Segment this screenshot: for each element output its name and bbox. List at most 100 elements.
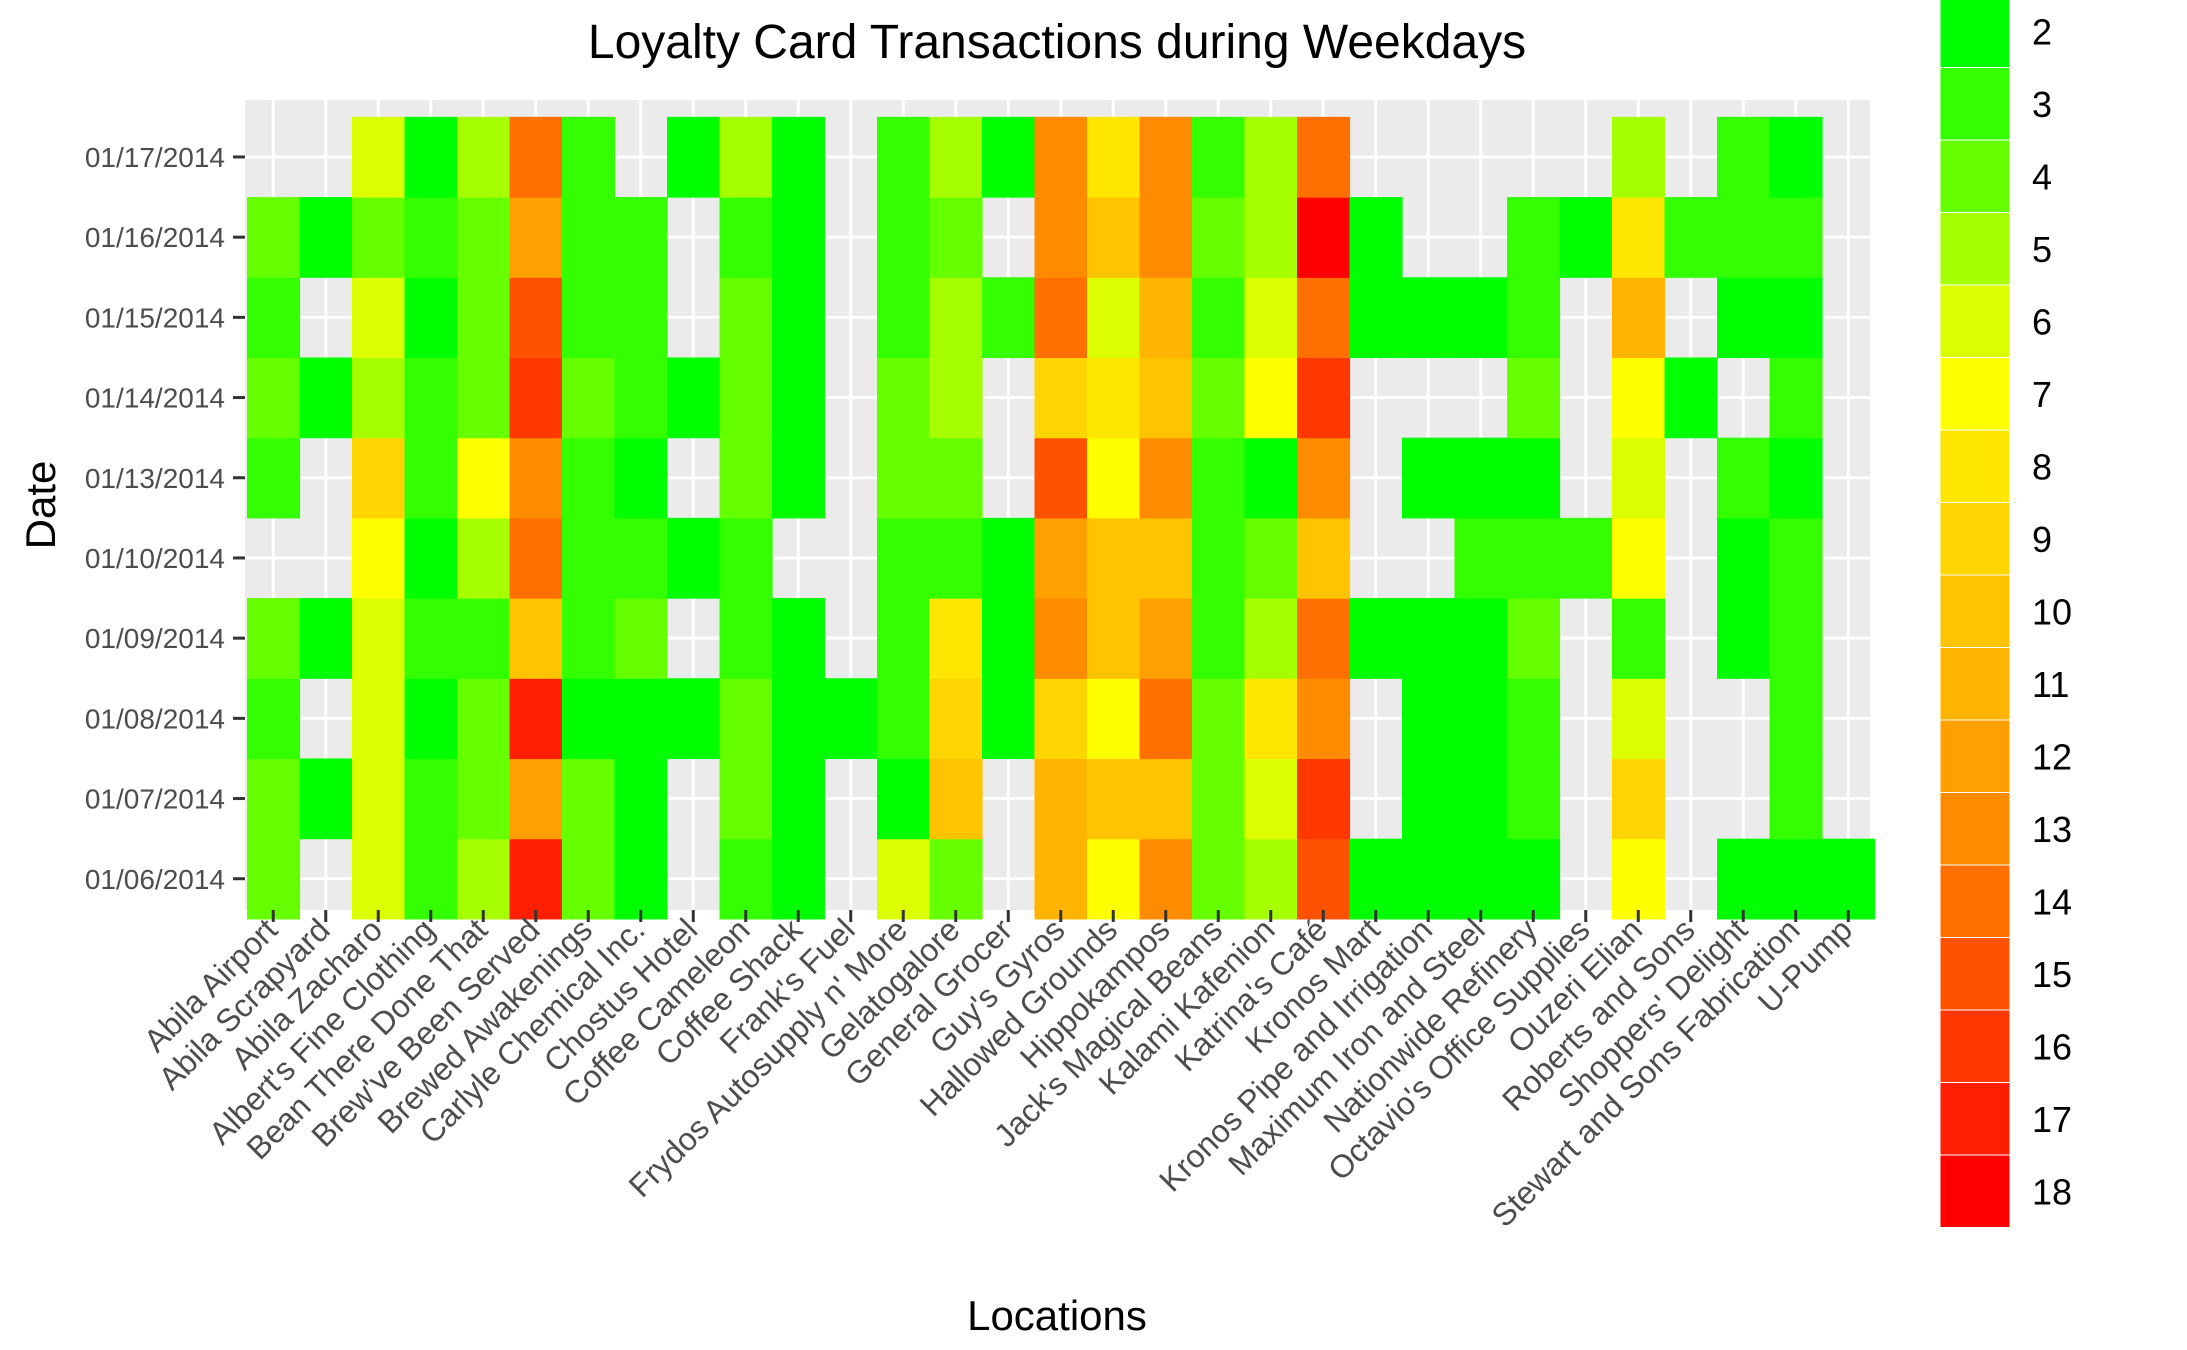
heatmap-tile (1139, 116, 1193, 198)
heatmap-tile (1612, 437, 1666, 519)
heatmap-tile (614, 277, 668, 359)
heatmap-tile (824, 678, 878, 760)
heatmap-tile (719, 598, 773, 679)
y-tick-label: 01/16/2014 (85, 222, 225, 253)
legend-swatch (1939, 1082, 2011, 1156)
heatmap-tile (1297, 517, 1351, 599)
heatmap-tile (719, 678, 773, 760)
legend: 2 3 4 5 6 7 8 9 10 11 12 13 14 15 16 17 18 (1939, 0, 2072, 1228)
heatmap-tile (404, 116, 458, 198)
heatmap-tile (772, 838, 826, 920)
heatmap-tile (404, 758, 458, 840)
heatmap-tile (772, 678, 826, 760)
heatmap-tile (1244, 838, 1298, 920)
heatmap-tile (1297, 598, 1351, 679)
heatmap-tile (982, 277, 1036, 359)
heatmap-tile (562, 517, 616, 599)
heatmap-tile (1087, 197, 1141, 278)
heatmap-tile (457, 758, 511, 840)
heatmap-tile (457, 437, 511, 519)
heatmap-tile (1244, 357, 1298, 439)
heatmap-tile (614, 598, 668, 679)
heatmap-tile (352, 116, 406, 198)
heatmap-tile (457, 838, 511, 920)
heatmap-tile (457, 598, 511, 679)
heatmap-tile (352, 517, 406, 599)
legend-swatch (1939, 284, 2011, 358)
heatmap-tile (667, 678, 721, 760)
heatmap-tile (404, 598, 458, 679)
heatmap-tile (1664, 197, 1718, 278)
legend-label: 3 (2032, 84, 2052, 125)
legend-swatch (1939, 502, 2011, 576)
legend-label: 14 (2032, 881, 2072, 922)
legend-label: 16 (2032, 1026, 2072, 1067)
heatmap-tile (247, 357, 301, 439)
heatmap-tile (1402, 838, 1456, 920)
heatmap-tile (562, 357, 616, 439)
y-tick-label: 01/10/2014 (85, 543, 225, 574)
legend-swatch (1939, 357, 2011, 431)
heatmap-tile (404, 838, 458, 920)
heatmap-tile (457, 116, 511, 198)
heatmap-tile (929, 437, 983, 519)
heatmap-tile (1454, 277, 1508, 359)
legend-swatch (1939, 139, 2011, 213)
heatmap-tile (509, 678, 563, 760)
heatmap-tile (1034, 838, 1088, 920)
heatmap-tile (299, 357, 353, 439)
heatmap-tile (1297, 758, 1351, 840)
legend-label: 15 (2032, 954, 2072, 995)
heatmap-tile (1769, 758, 1823, 840)
legend-label: 11 (2032, 664, 2069, 705)
heatmap-tile (1297, 197, 1351, 278)
heatmap-tile (1769, 437, 1823, 519)
heatmap-tile (1087, 758, 1141, 840)
y-tick-label: 01/06/2014 (85, 864, 225, 895)
heatmap-tile (404, 277, 458, 359)
heatmap-tile (929, 277, 983, 359)
heatmap-tile (1192, 197, 1246, 278)
heatmap-tile (1244, 197, 1298, 278)
heatmap-tile (877, 437, 931, 519)
heatmap-tile (877, 277, 931, 359)
heatmap-tile (877, 678, 931, 760)
heatmap-tile (1087, 598, 1141, 679)
heatmap-tile (877, 517, 931, 599)
heatmap-tile (929, 197, 983, 278)
heatmap-tile (1087, 838, 1141, 920)
heatmap-tile (1034, 197, 1088, 278)
heatmap-tile (877, 197, 931, 278)
y-tick-label: 01/09/2014 (85, 623, 225, 654)
heatmap-tile (457, 277, 511, 359)
heatmap-tile (247, 437, 301, 519)
heatmap-tile (1559, 197, 1613, 278)
legend-swatch (1939, 647, 2011, 721)
heatmap-tile (1192, 838, 1246, 920)
heatmap-tile (1192, 357, 1246, 439)
legend-swatch (1939, 212, 2011, 286)
heatmap-tile (614, 357, 668, 439)
heatmap-tile (1192, 517, 1246, 599)
heatmap-tile (1244, 758, 1298, 840)
heatmap-tile (509, 598, 563, 679)
heatmap-tile (457, 197, 511, 278)
heatmap-tile (1507, 197, 1561, 278)
heatmap-tile (1717, 838, 1771, 920)
heatmap-tile (1507, 517, 1561, 599)
heatmap-tile (562, 277, 616, 359)
heatmap-tile (509, 116, 563, 198)
heatmap-tile (1297, 437, 1351, 519)
heatmap-tile (509, 517, 563, 599)
heatmap-tile (352, 277, 406, 359)
legend-swatch (1939, 67, 2011, 141)
heatmap-tile (1192, 116, 1246, 198)
heatmap-tile (929, 598, 983, 679)
heatmap-tile (1139, 758, 1193, 840)
heatmap-tile (457, 678, 511, 760)
heatmap-tile (247, 277, 301, 359)
heatmap-tile (1612, 838, 1666, 920)
heatmap-tile (1717, 277, 1771, 359)
heatmap-tile (772, 357, 826, 439)
